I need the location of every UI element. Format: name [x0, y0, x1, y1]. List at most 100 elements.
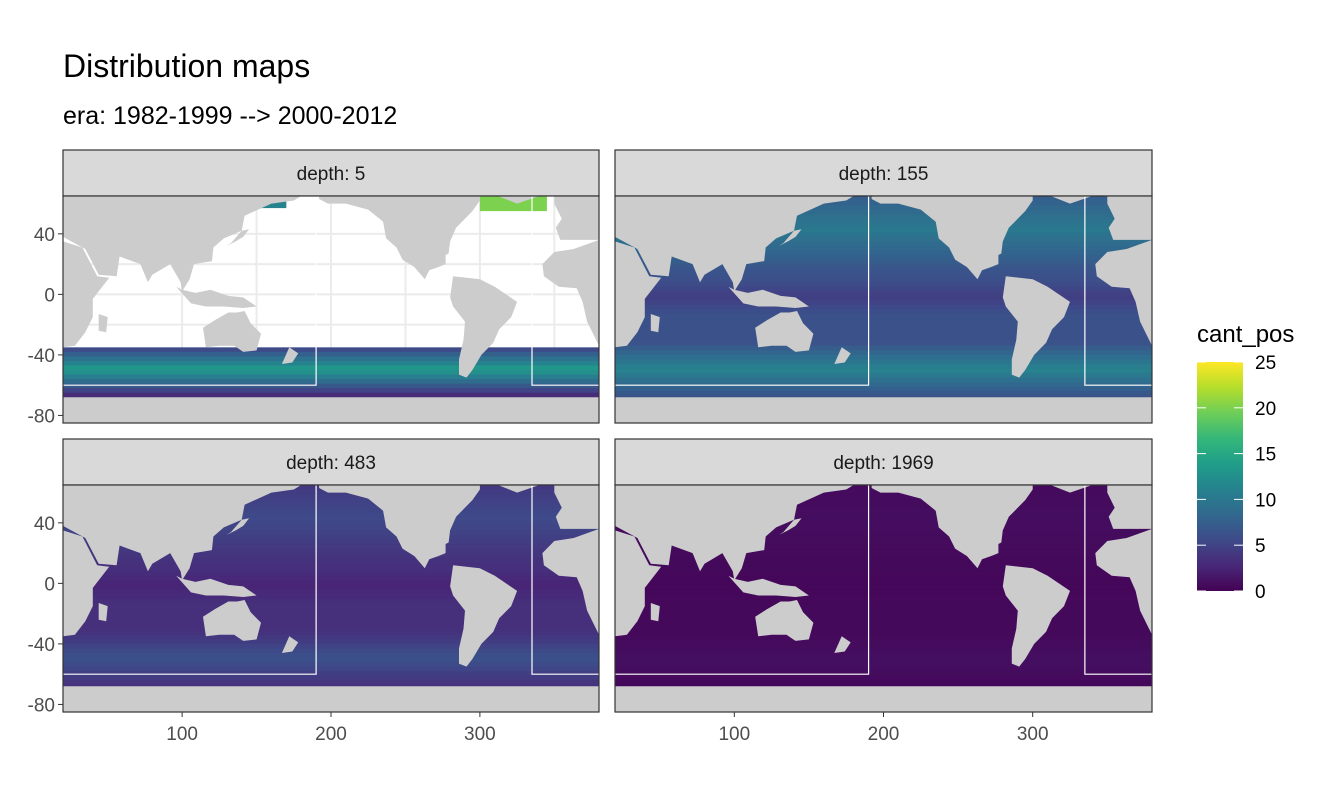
- value-band: [615, 639, 1152, 645]
- value-band: [63, 593, 599, 599]
- value-band: [615, 675, 1152, 681]
- value-band: [63, 557, 599, 563]
- value-band: [63, 347, 599, 353]
- legend: cant_pos 0 5 10 15 20 25: [1197, 321, 1294, 603]
- landmass: [226, 518, 250, 535]
- value-band: [63, 553, 599, 559]
- value-band: [63, 625, 599, 631]
- value-band: [615, 589, 1152, 595]
- legend-title: cant_pos: [1197, 321, 1294, 348]
- facet-strip: [62, 438, 600, 486]
- value-band: [63, 351, 599, 357]
- basin-boundary-line: [615, 196, 870, 386]
- landmass: [63, 686, 599, 712]
- value-band: [615, 223, 1152, 229]
- x-tick-label: 100: [718, 724, 750, 745]
- value-band: [63, 494, 599, 500]
- x-tick-label: 300: [1017, 724, 1049, 745]
- value-band: [63, 634, 599, 640]
- landmass: [176, 286, 257, 308]
- value-band: [615, 309, 1152, 315]
- landmass: [615, 485, 854, 581]
- value-band: [63, 612, 599, 618]
- value-band: [63, 575, 599, 581]
- landmass: [871, 196, 1033, 280]
- landmass: [554, 196, 599, 240]
- landmass: [1050, 485, 1093, 493]
- facet-panels: depth: 5 depth: 155 depth: 483 depth: 1969: [62, 149, 1153, 713]
- value-band: [615, 250, 1152, 256]
- map-area: [63, 485, 599, 712]
- value-band: [615, 530, 1152, 536]
- value-band: [615, 603, 1152, 609]
- landmass: [281, 347, 299, 364]
- value-band: [63, 503, 599, 509]
- value-band: [63, 648, 599, 654]
- x-tick-label: 300: [464, 724, 496, 745]
- landmass: [1002, 276, 1070, 378]
- value-band: [615, 236, 1152, 242]
- landmass: [1107, 485, 1152, 529]
- value-band: [615, 643, 1152, 649]
- facet-strip-label: depth: 5: [297, 164, 366, 185]
- y-tick-label: -80: [28, 406, 55, 427]
- value-band: [615, 227, 1152, 233]
- x-tick-label: 100: [166, 724, 198, 745]
- value-band: [615, 662, 1152, 668]
- value-band: [63, 512, 599, 518]
- legend-tick-label: 0: [1255, 582, 1266, 603]
- value-band: [63, 534, 599, 540]
- landmass: [497, 196, 540, 204]
- value-band: [615, 363, 1152, 370]
- landmass: [63, 485, 302, 581]
- landmass: [63, 196, 302, 292]
- landmass: [871, 485, 1033, 569]
- value-band: [63, 388, 599, 394]
- value-band: [615, 354, 1152, 360]
- value-band: [615, 598, 1152, 604]
- value-band: [615, 575, 1152, 581]
- facet-panel-depth-483: depth: 483: [62, 438, 600, 713]
- value-band: [63, 392, 599, 398]
- value-band: [63, 539, 599, 545]
- value-band: [63, 525, 599, 531]
- value-band: [615, 634, 1152, 640]
- value-band: [615, 318, 1152, 324]
- value-band: [615, 245, 1152, 251]
- basin-boundary-line: [63, 485, 317, 675]
- chart-subtitle: era: 1982-1999 --> 2000-2012: [63, 102, 398, 130]
- value-band: [615, 616, 1152, 622]
- value-band: [63, 616, 599, 622]
- value-band: [615, 512, 1152, 518]
- value-band: [63, 630, 599, 636]
- landmass: [203, 600, 261, 641]
- value-band: [615, 304, 1152, 310]
- value-band: [63, 383, 599, 389]
- landmass: [1095, 239, 1152, 346]
- value-band: [63, 507, 599, 513]
- value-band: [63, 621, 599, 627]
- landmass: [834, 636, 851, 653]
- landmass: [728, 575, 809, 597]
- value-band: [615, 359, 1152, 365]
- value-band: [615, 377, 1152, 383]
- value-band: [615, 593, 1152, 599]
- map-area: [615, 196, 1152, 423]
- value-band: [615, 214, 1152, 220]
- landmass: [450, 276, 518, 378]
- value-band: [63, 584, 599, 590]
- value-band: [63, 603, 599, 609]
- facet-panel-depth-155: depth: 155: [614, 149, 1153, 424]
- value-band: [63, 566, 599, 572]
- legend-tick-label: 10: [1255, 490, 1276, 511]
- value-band: [615, 612, 1152, 618]
- value-band: [615, 657, 1152, 663]
- value-band: [615, 382, 1152, 388]
- facet-strip-label: depth: 483: [286, 453, 376, 474]
- value-band: [63, 370, 599, 376]
- basin-boundary-line: [63, 196, 317, 386]
- value-band: [615, 571, 1152, 577]
- landmass: [755, 600, 814, 641]
- landmass: [319, 485, 480, 569]
